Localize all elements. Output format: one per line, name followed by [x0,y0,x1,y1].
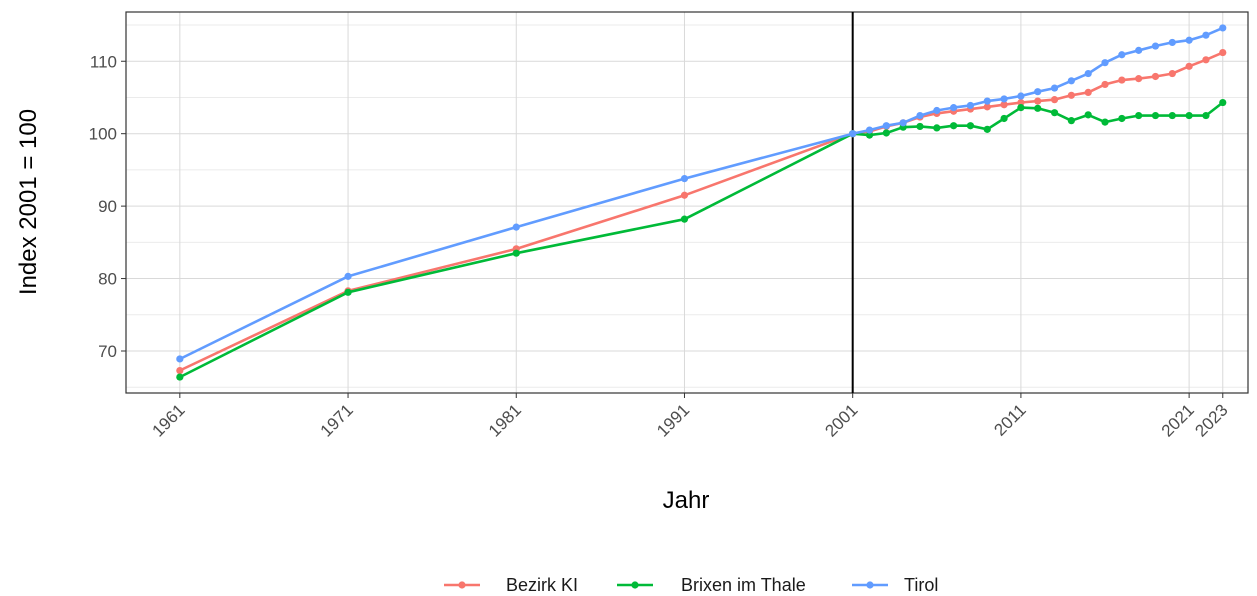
data-point [1084,69,1092,78]
data-point [1034,97,1042,105]
data-point [176,373,184,381]
data-point [1017,98,1025,107]
data-point [1034,104,1042,112]
data-point [1118,114,1126,123]
data-point [1034,88,1042,96]
data-point [176,366,184,375]
data-point [933,106,941,115]
data-point [1067,77,1075,85]
data-point [1135,75,1143,83]
data-point [1168,111,1176,120]
data-point [933,124,941,132]
legend-label: Bezirk KI [506,575,578,595]
data-point [916,122,924,131]
data-point [882,122,890,130]
data-point [512,249,520,257]
y-tick-label: 110 [90,52,117,71]
data-point [1000,101,1008,109]
x-tick-label: 2021 [1158,400,1198,440]
y-tick-label: 90 [98,197,117,216]
data-point [983,97,991,105]
x-tick-label: 1981 [485,400,525,440]
x-tick-label: 1991 [653,400,693,440]
data-point [1017,104,1025,112]
data-point [1219,98,1227,107]
x-tick-label: 2023 [1191,400,1231,440]
grid [126,12,1248,393]
data-point [1219,48,1227,57]
data-point [1168,38,1176,47]
legend: Bezirk KI Brixen im Thale Tirol [444,575,938,595]
data-point [1050,96,1059,104]
data-point [1067,91,1075,99]
data-point [1118,76,1126,84]
data-point [1202,31,1210,39]
x-tick-label: 2011 [990,400,1029,439]
data-point [512,223,520,231]
data-point [1151,72,1160,81]
legend-key-point [458,581,466,589]
data-point [966,122,975,130]
data-point [1135,46,1143,54]
data-point [1185,36,1193,44]
data-point [1202,56,1210,64]
data-point [1084,88,1092,97]
data-point [950,122,958,130]
data-point [1168,69,1176,78]
axes: 70 80 90 100 110 1961 1971 1981 1991 2001 2011 2021… [89,11,1249,441]
data-point [1084,111,1092,119]
y-axis-title: Index 2001 = 100 [15,109,42,295]
x-axis-title: Jahr [663,487,710,514]
data-point [966,101,975,110]
data-point [1050,84,1059,92]
data-point [1118,51,1126,59]
data-point [1151,111,1160,120]
data-point [1151,42,1160,50]
data-point [1185,111,1193,120]
data-point [899,119,907,127]
data-point [849,130,857,138]
data-point [1101,80,1109,89]
legend-label: Brixen im Thale [681,575,806,595]
data-point [1101,118,1109,126]
y-tick-label: 70 [98,342,117,361]
data-point [882,129,890,137]
data-point [1017,92,1025,100]
data-point [680,191,689,199]
panel-border [125,11,1249,394]
data-point [680,215,689,223]
data-point [1067,117,1075,125]
data-point [983,103,991,111]
data-point [1135,111,1143,120]
data-point [344,272,352,280]
data-point [865,131,874,139]
x-tick-label: 2001 [821,400,861,440]
legend-key-point [866,581,874,589]
series-line [179,101,1224,379]
data-point [1185,62,1193,70]
data-point [1000,95,1008,103]
legend-key-point [631,581,639,589]
data-point [1202,111,1210,120]
series-line [179,26,1224,361]
data-point [1101,59,1109,67]
data-point [916,111,924,120]
data-point [950,104,958,112]
y-tick-label: 100 [89,125,117,144]
y-tick-label: 80 [98,270,117,289]
data-point [344,288,352,296]
data-point [983,125,991,133]
data-point [680,174,689,183]
data-point [1000,114,1008,123]
data-point [865,126,874,134]
x-tick-label: 1961 [148,400,188,440]
x-tick-label: 1971 [317,400,357,440]
data-point [1219,24,1227,32]
data-point [1050,109,1059,117]
data-point [176,355,184,363]
series-lines [176,24,1227,381]
legend-label: Tirol [904,575,938,595]
